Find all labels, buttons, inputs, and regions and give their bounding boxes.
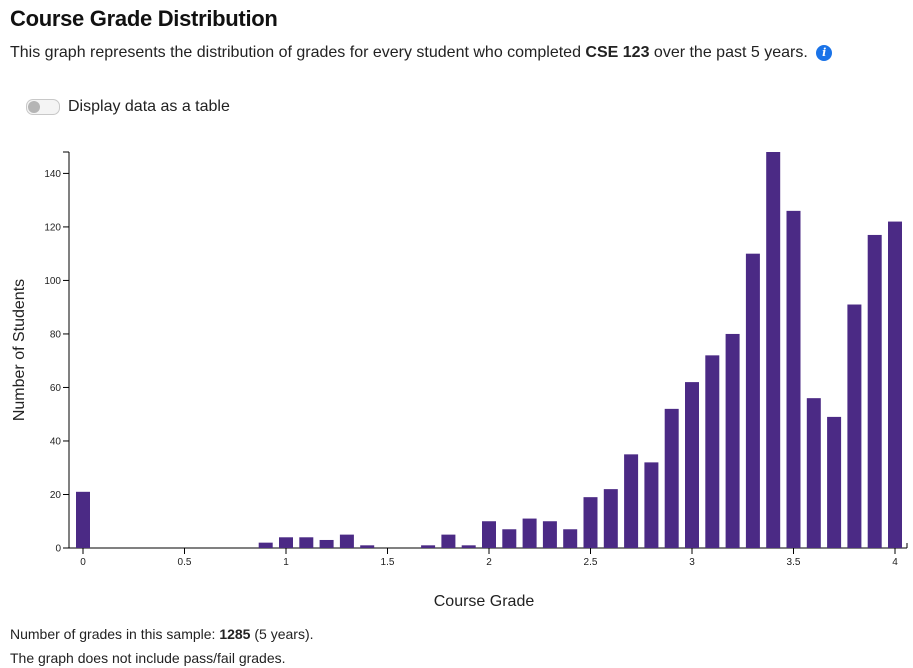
sample-count-line: Number of grades in this sample: 1285 (5… — [10, 626, 314, 642]
bar — [624, 454, 639, 548]
bar — [867, 234, 882, 548]
bar — [502, 529, 517, 548]
y-tick-label: 100 — [44, 276, 61, 287]
x-axis-title: Course Grade — [434, 593, 535, 610]
x-tick-label: 2.5 — [584, 557, 598, 568]
bar — [603, 489, 618, 548]
x-tick-label: 0 — [80, 557, 86, 568]
bar — [522, 518, 537, 548]
bar — [299, 537, 314, 548]
table-toggle-switch[interactable] — [26, 99, 60, 115]
bar — [745, 253, 760, 549]
page-subtitle: This graph represents the distribution o… — [10, 44, 833, 62]
bar — [441, 534, 456, 548]
info-icon[interactable]: i — [816, 44, 833, 61]
bar — [258, 542, 273, 548]
bar — [847, 304, 862, 548]
toggle-knob — [28, 101, 40, 113]
bar — [339, 534, 354, 548]
table-toggle-row[interactable]: Display data as a table — [26, 98, 230, 116]
x-tick-label: 4 — [892, 557, 898, 568]
sample-count-label: Number of grades in this sample: — [10, 626, 220, 642]
y-tick-label: 140 — [44, 169, 61, 180]
bar — [461, 545, 476, 548]
sample-count-value: 1285 — [219, 626, 251, 642]
bar — [786, 210, 801, 548]
y-axis-title: Number of Students — [11, 279, 28, 421]
x-tick-label: 1 — [283, 557, 289, 568]
bar — [888, 221, 902, 548]
course-code: CSE 123 — [585, 44, 650, 61]
bar — [421, 545, 436, 548]
bar — [766, 152, 781, 548]
y-tick-label: 40 — [50, 436, 62, 447]
x-tick-label: 3 — [689, 557, 695, 568]
bar — [685, 382, 699, 548]
bar — [563, 529, 578, 548]
bar — [806, 398, 821, 548]
bar — [542, 521, 557, 548]
y-tick-label: 60 — [50, 383, 62, 394]
y-tick-label: 120 — [44, 222, 61, 233]
pass-fail-note: The graph does not include pass/fail gra… — [10, 650, 286, 666]
bar — [319, 539, 334, 548]
bar — [705, 355, 720, 548]
table-toggle-label[interactable]: Display data as a table — [68, 98, 230, 115]
subtitle-text-after: over the past 5 years. — [649, 44, 808, 61]
x-tick-label: 1.5 — [381, 557, 395, 568]
bar — [644, 462, 659, 548]
grade-distribution-chart: 0 20 40 60 80 100 120 140 0 0.5 1 1.5 2 2.5 3 3.5 4 Cours… — [11, 151, 908, 610]
bar — [360, 545, 375, 548]
x-tick-label: 2 — [486, 557, 492, 568]
x-tick-label: 3.5 — [787, 557, 801, 568]
bar — [827, 416, 842, 548]
bar — [664, 408, 679, 548]
x-tick-label: 0.5 — [178, 557, 192, 568]
bar — [583, 497, 598, 548]
y-tick-label: 20 — [50, 490, 62, 501]
subtitle-text-before: This graph represents the distribution o… — [10, 44, 586, 61]
y-tick-label: 80 — [50, 329, 62, 340]
bar — [482, 521, 496, 548]
bar — [279, 537, 293, 548]
bar — [725, 333, 740, 548]
page-title: Course Grade Distribution — [10, 6, 278, 31]
sample-count-suffix: (5 years). — [250, 626, 314, 642]
y-tick-label: 0 — [55, 544, 61, 555]
bar — [76, 491, 90, 548]
